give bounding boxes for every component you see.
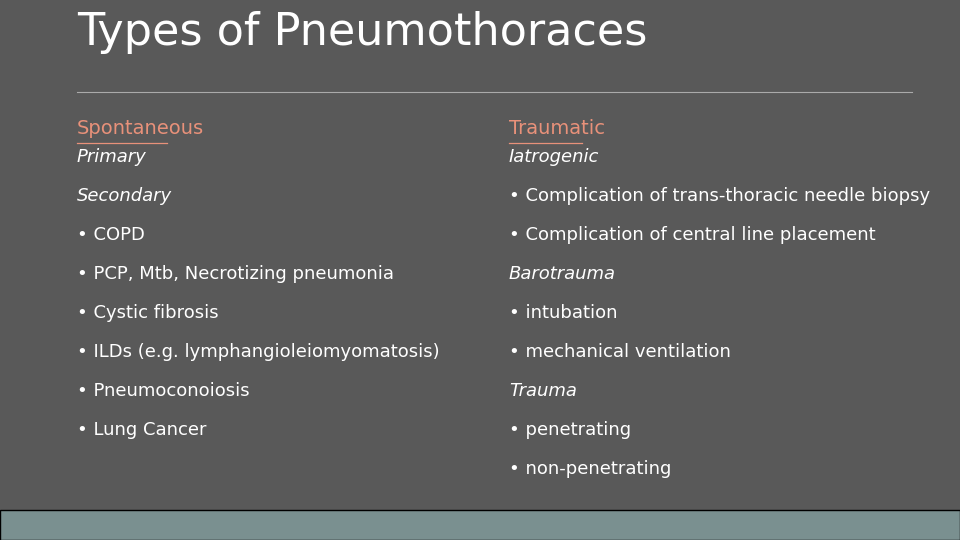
- Text: Trauma: Trauma: [509, 382, 577, 400]
- Text: • mechanical ventilation: • mechanical ventilation: [509, 343, 731, 361]
- FancyBboxPatch shape: [0, 510, 960, 540]
- Text: • intubation: • intubation: [509, 304, 617, 322]
- Text: • non-penetrating: • non-penetrating: [509, 460, 671, 477]
- Text: Iatrogenic: Iatrogenic: [509, 148, 599, 166]
- Text: • COPD: • COPD: [77, 226, 145, 244]
- Text: • Complication of central line placement: • Complication of central line placement: [509, 226, 876, 244]
- Text: Types of Pneumothoraces: Types of Pneumothoraces: [77, 11, 647, 54]
- Text: Secondary: Secondary: [77, 187, 172, 205]
- Text: Barotrauma: Barotrauma: [509, 265, 615, 283]
- Text: • Lung Cancer: • Lung Cancer: [77, 421, 206, 438]
- Text: • Complication of trans-thoracic needle biopsy: • Complication of trans-thoracic needle …: [509, 187, 930, 205]
- Text: Traumatic: Traumatic: [509, 119, 605, 138]
- Text: • penetrating: • penetrating: [509, 421, 631, 438]
- Text: Spontaneous: Spontaneous: [77, 119, 204, 138]
- Text: • Cystic fibrosis: • Cystic fibrosis: [77, 304, 219, 322]
- Text: Primary: Primary: [77, 148, 147, 166]
- Text: • ILDs (e.g. lymphangioleiomyomatosis): • ILDs (e.g. lymphangioleiomyomatosis): [77, 343, 440, 361]
- Text: • Pneumoconoiosis: • Pneumoconoiosis: [77, 382, 250, 400]
- Text: • PCP, Mtb, Necrotizing pneumonia: • PCP, Mtb, Necrotizing pneumonia: [77, 265, 394, 283]
